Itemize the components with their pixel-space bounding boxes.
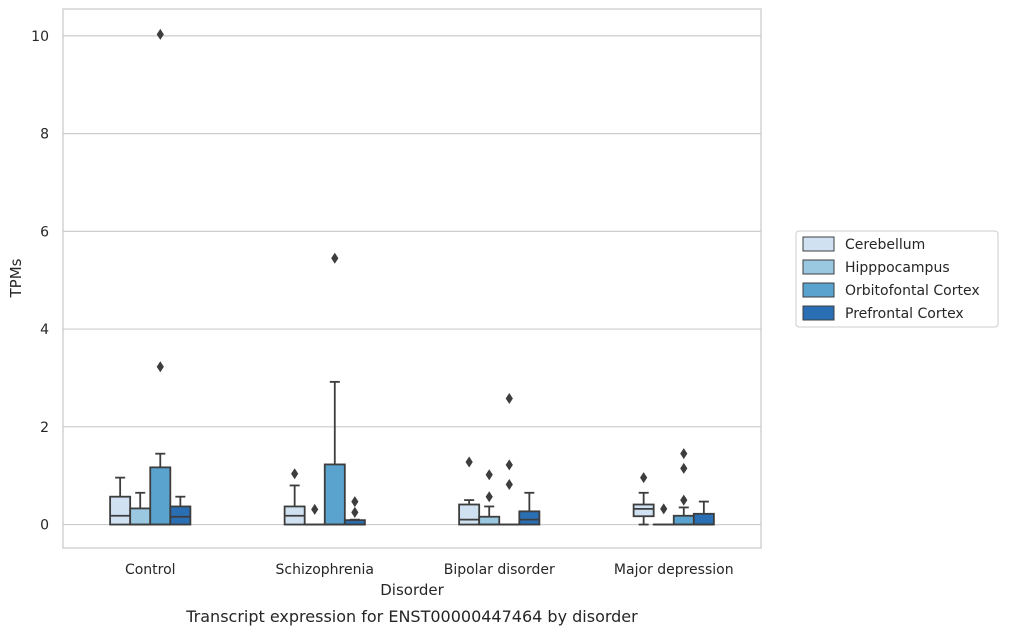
plot-frame [62, 8, 762, 549]
x-tick-label: Control [125, 562, 176, 578]
legend-label: Hipppocampus [845, 260, 950, 276]
legend-items: Cerebellum Hipppocampus Orbitofontal Corte… [802, 236, 980, 322]
box-iqr [672, 514, 695, 526]
box-cerebellum [109, 476, 132, 526]
box-iqr [632, 503, 655, 518]
x-tick-labels: Control Schizophrenia Bipolar disorder Majo… [125, 562, 734, 578]
box-iqr [478, 515, 501, 526]
box-iqr [109, 495, 132, 526]
legend-swatch [802, 305, 835, 321]
box-cerebellum [632, 472, 655, 526]
box-iqr [458, 503, 481, 526]
chart-caption: Transcript expression for ENST0000044746… [185, 607, 638, 626]
y-tick-label: 8 [40, 127, 49, 143]
outlier-point [485, 491, 493, 503]
legend-frame [795, 230, 999, 328]
box-iqr [149, 466, 172, 526]
box-iqr [323, 463, 346, 526]
y-tick-label: 0 [40, 518, 49, 534]
box-prefrontal-cortex [518, 491, 541, 526]
legend-label: Orbitofontal Cortex [845, 283, 980, 299]
box-cerebellum [458, 456, 481, 526]
box-hipppocampus [129, 491, 152, 526]
box-iqr [169, 505, 192, 526]
outlier-point [680, 462, 688, 474]
box-hipppocampus [478, 469, 501, 526]
y-axis-title: TPMs [7, 258, 25, 298]
y-tick-label: 6 [40, 224, 49, 240]
legend-swatch [802, 259, 835, 275]
outlier-point [680, 494, 688, 506]
outlier-point [505, 478, 513, 490]
y-tick-labels: 0 2 4 6 8 10 [31, 29, 49, 534]
box-orbitofontal-cortex [672, 448, 695, 526]
legend: Cerebellum Hipppocampus Orbitofontal Corte… [795, 230, 999, 328]
legend-label: Cerebellum [845, 237, 925, 253]
outlier-point [505, 392, 513, 404]
x-tick-label: Major depression [614, 562, 734, 578]
legend-label: Prefrontal Cortex [845, 306, 964, 322]
outlier-point [351, 506, 359, 518]
outlier-point [351, 496, 359, 508]
box-hipppocampus [652, 503, 675, 526]
outlier-point [680, 448, 688, 460]
outlier-point [485, 469, 493, 481]
x-tick-label: Schizophrenia [276, 562, 374, 578]
box-iqr [518, 510, 541, 526]
outlier-point [291, 468, 299, 480]
outlier-point [311, 503, 319, 515]
box-orbitofontal-cortex [323, 252, 346, 526]
box-iqr [692, 512, 715, 526]
x-tick-label: Bipolar disorder [444, 562, 555, 578]
y-tick-label: 4 [40, 322, 49, 338]
box-cerebellum [283, 468, 306, 526]
legend-swatch [802, 236, 835, 252]
outlier-point [156, 361, 164, 373]
legend-swatch [802, 282, 835, 298]
box-prefrontal-cortex [169, 495, 192, 526]
grid-layer [63, 35, 761, 526]
x-axis-title: Disorder [380, 581, 444, 599]
box-iqr [129, 507, 152, 526]
outlier-point [505, 459, 513, 471]
box-orbitofontal-cortex [149, 28, 172, 526]
box-prefrontal-cortex [343, 496, 366, 526]
outlier-point [156, 28, 164, 40]
box-layer [109, 28, 715, 526]
box-orbitofontal-cortex [498, 392, 521, 526]
y-tick-label: 2 [40, 420, 49, 436]
outlier-point [465, 456, 473, 468]
y-tick-label: 10 [31, 29, 49, 45]
outlier-point [660, 503, 668, 515]
box-hipppocampus [303, 503, 326, 526]
box-prefrontal-cortex [692, 500, 715, 526]
outlier-point [640, 472, 648, 484]
outlier-point [331, 252, 339, 264]
